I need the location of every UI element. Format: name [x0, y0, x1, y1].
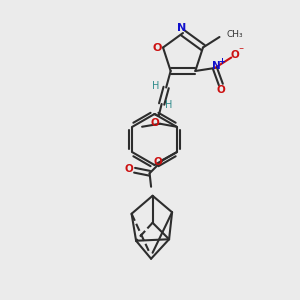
Text: CH₃: CH₃ — [227, 30, 244, 39]
Text: H: H — [152, 81, 159, 91]
Text: O: O — [231, 50, 239, 60]
Text: O: O — [152, 43, 162, 52]
Text: +: + — [218, 58, 225, 67]
Text: O: O — [150, 118, 159, 128]
Text: O: O — [125, 164, 134, 174]
Text: O: O — [217, 85, 225, 95]
Text: N: N — [177, 22, 186, 33]
Text: O: O — [153, 157, 162, 167]
Text: ⁻: ⁻ — [238, 46, 244, 56]
Text: N: N — [212, 61, 221, 71]
Text: H: H — [166, 100, 173, 110]
